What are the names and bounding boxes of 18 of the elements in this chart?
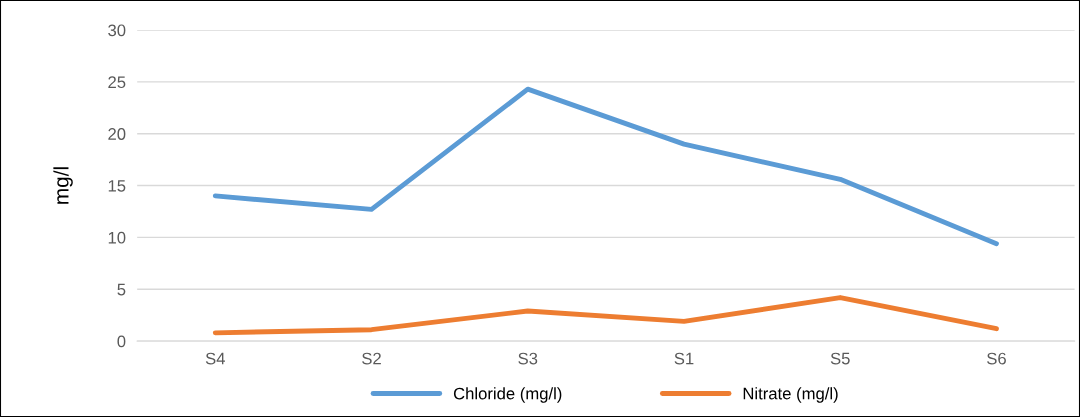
x-tick-label: S5 xyxy=(830,352,850,365)
x-tick-label: S4 xyxy=(205,352,225,365)
y-tick-label: 15 xyxy=(108,180,126,192)
y-tick-label: 5 xyxy=(117,283,126,296)
x-tick-label: S2 xyxy=(362,352,381,365)
line-series xyxy=(212,86,999,247)
x-tick-label: S6 xyxy=(987,352,1006,365)
y-tick-label: 10 xyxy=(108,231,126,244)
x-tick-label: S3 xyxy=(518,352,538,365)
y-tick-label: 30 xyxy=(108,24,126,37)
x-tick-label: S1 xyxy=(674,352,694,365)
legend-label: Nitrate (mg/l) xyxy=(743,387,838,403)
y-tick-label: 20 xyxy=(108,128,126,140)
y-tick-label: 0 xyxy=(117,335,126,348)
y-tick-label: 25 xyxy=(108,76,126,89)
y-axis-title: mg/l xyxy=(53,167,73,204)
line-series xyxy=(212,295,999,336)
legend-label: Chloride (mg/l) xyxy=(453,387,562,403)
